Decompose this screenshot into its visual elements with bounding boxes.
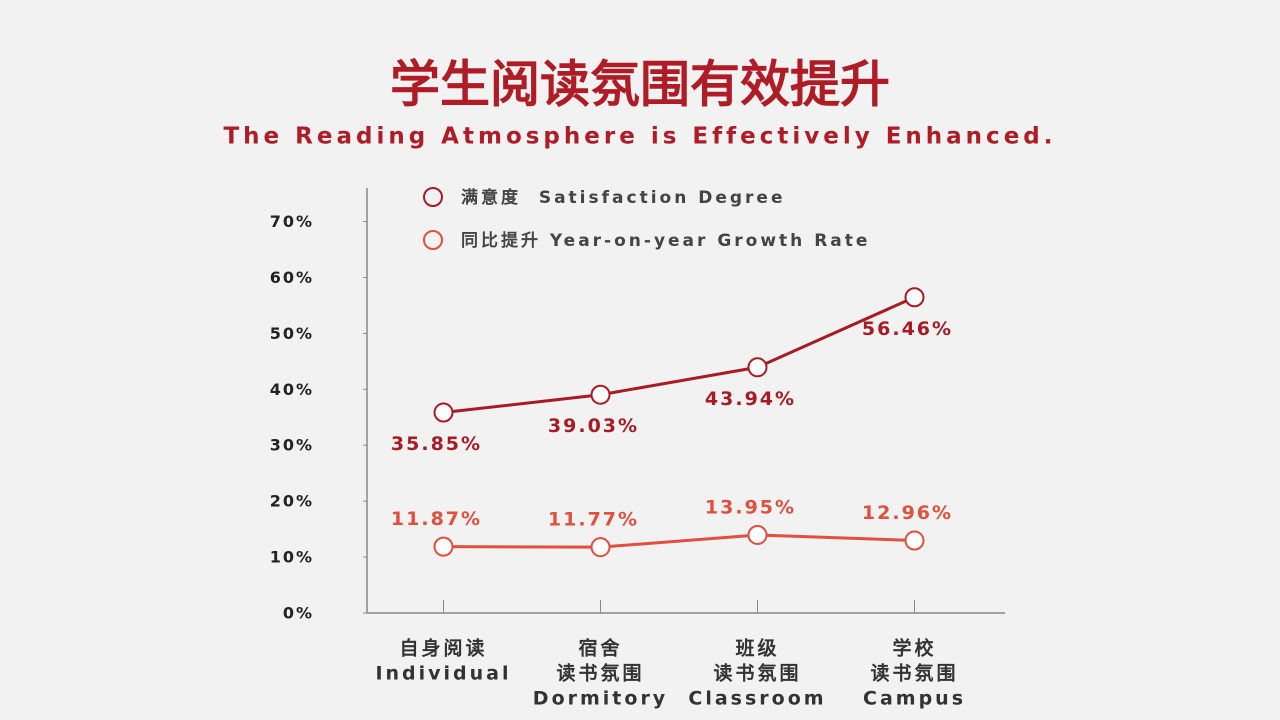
chart-title: 学生阅读氛围有效提升 [390,56,890,114]
y-tick-label: 30% [270,436,314,455]
legend-marker [423,230,443,250]
legend-marker [423,187,443,207]
x-tick-label: 班级 [735,637,779,660]
x-tick-label: 宿舍 [578,637,622,660]
legend-label: 同比提升 Year-on-year Growth Rate [461,230,870,251]
value-label: 11.77% [548,509,639,531]
x-tick-label: 读书氛围 [870,662,958,685]
y-tick-label: 20% [270,492,314,511]
chart-subtitle: The Reading Atmosphere is Effectively En… [223,124,1056,150]
value-label: 13.95% [705,496,796,518]
value-label: 39.03% [548,415,639,437]
x-tick-label: Classroom [688,688,826,710]
x-tick-label: Individual [375,663,511,685]
y-tick-label: 70% [270,212,314,231]
x-tick-label: 自身阅读 [399,637,487,660]
y-tick-label: 0% [283,604,314,623]
x-tick-label: 读书氛围 [556,662,644,685]
marker [433,402,454,423]
value-label: 43.94% [705,388,796,410]
line [443,533,915,549]
marker [433,536,454,557]
y-tick-label: 60% [270,268,314,287]
legend-label: 满意度 Satisfaction Degree [461,187,785,208]
marker [747,524,768,545]
x-tick-label: Dormitory [533,688,668,710]
x-tick-label: 学校 [892,637,936,660]
marker [590,384,611,405]
x-tick-label: 读书氛围 [713,662,801,685]
value-label: 12.96% [862,502,953,524]
y-tick-label: 10% [270,548,314,567]
y-tick-label: 40% [270,380,314,399]
line [443,295,916,415]
marker [904,530,925,551]
y-tick-label: 50% [270,324,314,343]
x-tick-label: Campus [863,688,966,710]
value-label: 11.87% [391,508,482,530]
value-label: 35.85% [391,433,482,455]
value-label: 56.46% [862,318,953,340]
marker [747,357,768,378]
marker [904,287,925,308]
marker [590,537,611,558]
